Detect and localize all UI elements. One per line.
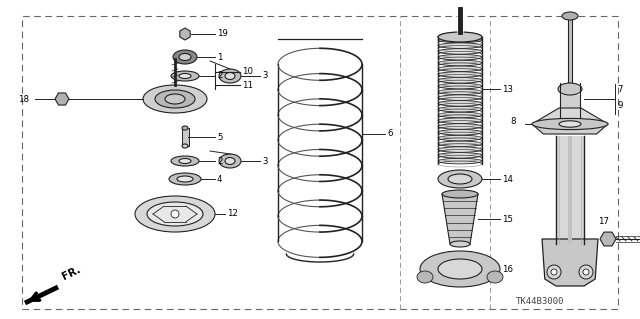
Ellipse shape: [438, 158, 482, 164]
Text: TK44B3000: TK44B3000: [516, 297, 564, 306]
Ellipse shape: [225, 158, 235, 165]
Ellipse shape: [448, 174, 472, 184]
Text: 2: 2: [217, 157, 223, 166]
Ellipse shape: [558, 83, 582, 95]
Text: 14: 14: [502, 174, 513, 183]
Ellipse shape: [155, 90, 195, 108]
Ellipse shape: [450, 241, 470, 247]
Polygon shape: [532, 124, 608, 134]
Ellipse shape: [438, 89, 482, 95]
Text: 15: 15: [502, 214, 513, 224]
Ellipse shape: [438, 147, 482, 152]
Ellipse shape: [487, 271, 503, 283]
Ellipse shape: [438, 152, 482, 158]
Ellipse shape: [438, 49, 482, 54]
Ellipse shape: [559, 121, 581, 127]
Ellipse shape: [182, 144, 188, 148]
Text: 3: 3: [262, 71, 268, 80]
Text: 1: 1: [217, 53, 223, 62]
Ellipse shape: [438, 118, 482, 123]
Ellipse shape: [219, 69, 241, 83]
Polygon shape: [542, 239, 598, 286]
Ellipse shape: [147, 202, 203, 226]
Ellipse shape: [438, 259, 482, 279]
Circle shape: [171, 210, 179, 218]
Text: 8: 8: [510, 117, 515, 127]
Ellipse shape: [179, 54, 191, 61]
Text: 7: 7: [617, 85, 623, 93]
Ellipse shape: [219, 154, 241, 168]
Ellipse shape: [438, 112, 482, 118]
Ellipse shape: [562, 12, 578, 20]
Bar: [182, 128, 189, 146]
Ellipse shape: [438, 95, 482, 100]
Ellipse shape: [171, 71, 199, 81]
Bar: [560, 95, 580, 119]
Bar: [568, 136, 572, 244]
Ellipse shape: [532, 118, 608, 130]
Text: 2: 2: [217, 71, 223, 80]
Text: 16: 16: [502, 264, 513, 273]
Text: FR.: FR.: [61, 264, 83, 282]
Ellipse shape: [143, 85, 207, 113]
Ellipse shape: [438, 170, 482, 188]
Text: 18: 18: [18, 94, 29, 103]
Ellipse shape: [438, 60, 482, 66]
Ellipse shape: [179, 159, 191, 164]
Ellipse shape: [438, 37, 482, 43]
Ellipse shape: [438, 72, 482, 77]
Text: 17: 17: [598, 217, 609, 226]
Text: 3: 3: [262, 157, 268, 166]
Ellipse shape: [438, 135, 482, 141]
Circle shape: [579, 265, 593, 279]
Ellipse shape: [169, 173, 201, 185]
Ellipse shape: [225, 72, 235, 79]
Bar: [556, 136, 584, 244]
Ellipse shape: [438, 83, 482, 89]
Text: 10: 10: [242, 68, 253, 77]
Polygon shape: [442, 194, 478, 244]
Circle shape: [583, 269, 589, 275]
Ellipse shape: [438, 55, 482, 60]
Ellipse shape: [438, 124, 482, 129]
Ellipse shape: [438, 107, 482, 112]
Ellipse shape: [438, 32, 482, 42]
Ellipse shape: [179, 73, 191, 78]
Text: 9: 9: [617, 101, 622, 110]
Polygon shape: [532, 108, 608, 124]
Ellipse shape: [438, 66, 482, 71]
Ellipse shape: [438, 43, 482, 48]
Text: 5: 5: [217, 132, 223, 142]
Ellipse shape: [442, 190, 478, 198]
Ellipse shape: [438, 100, 482, 106]
Ellipse shape: [182, 126, 188, 130]
Ellipse shape: [173, 50, 197, 64]
Text: 13: 13: [502, 85, 513, 93]
Ellipse shape: [165, 94, 185, 104]
Ellipse shape: [135, 196, 215, 232]
Text: 4: 4: [217, 174, 223, 183]
Text: 12: 12: [227, 210, 238, 219]
Text: 6: 6: [387, 130, 392, 138]
Circle shape: [551, 269, 557, 275]
Ellipse shape: [420, 251, 500, 287]
Text: 11: 11: [242, 80, 253, 90]
Ellipse shape: [438, 130, 482, 135]
Text: 19: 19: [217, 29, 228, 39]
Ellipse shape: [438, 78, 482, 83]
Ellipse shape: [171, 156, 199, 166]
Ellipse shape: [177, 176, 193, 182]
Ellipse shape: [417, 271, 433, 283]
Circle shape: [547, 265, 561, 279]
Bar: [568, 14, 572, 84]
Ellipse shape: [438, 141, 482, 146]
